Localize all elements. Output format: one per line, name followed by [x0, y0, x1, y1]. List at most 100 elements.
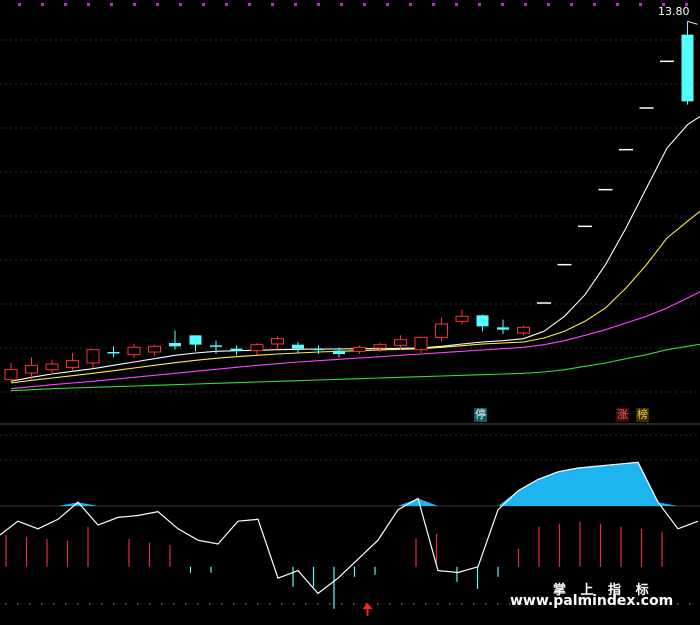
baseline-dot: [557, 603, 559, 605]
baseline-dot: [677, 603, 679, 605]
baseline-dot: [257, 603, 259, 605]
baseline-dot: [425, 603, 427, 605]
indicator-line: [0, 461, 699, 595]
baseline-dot: [485, 603, 487, 605]
candle-body: [66, 360, 79, 368]
watermark-url: www.palmindex.com: [510, 593, 674, 609]
top-marker: [478, 3, 481, 6]
baseline-dot: [461, 603, 463, 605]
candle-body: [537, 302, 551, 304]
baseline-dot: [317, 603, 319, 605]
top-marker: [685, 3, 688, 6]
baseline-dot: [209, 603, 211, 605]
top-marker: [133, 3, 136, 6]
top-marker: [64, 3, 67, 6]
candle-body: [312, 348, 325, 351]
baseline-dot: [449, 603, 451, 605]
top-marker: [248, 3, 251, 6]
top-marker: [18, 3, 21, 6]
candle-body: [271, 338, 284, 345]
baseline-dot: [629, 603, 631, 605]
candle-body: [598, 188, 613, 191]
list-badge: 榜: [636, 408, 649, 422]
top-marker: [593, 3, 596, 6]
baseline-dot: [413, 603, 415, 605]
candle-body: [497, 327, 509, 330]
max-price-label: 13.80: [658, 5, 690, 18]
top-marker: [616, 3, 619, 6]
candle-body: [660, 60, 674, 63]
candle-body: [25, 364, 38, 374]
candle-body: [86, 349, 100, 364]
candle-body: [292, 344, 304, 349]
candle-body: [353, 346, 366, 352]
candle-body: [394, 339, 407, 346]
watermark-title: 掌 上 指 标: [553, 583, 654, 598]
baseline-dot: [545, 603, 547, 605]
baseline-dot: [137, 603, 139, 605]
candle-body: [4, 369, 18, 381]
baseline-dot: [113, 603, 115, 605]
indicator-fill: [0, 462, 700, 506]
moving-average-line: [10, 210, 700, 384]
candle-body: [169, 343, 181, 347]
baseline-dot: [473, 603, 475, 605]
candle-body: [435, 323, 448, 338]
top-marker: [41, 3, 44, 6]
baseline-dot: [281, 603, 283, 605]
candle-body: [681, 34, 694, 102]
baseline-dot: [377, 603, 379, 605]
rise-badge: 涨: [616, 408, 629, 422]
top-marker: [524, 3, 527, 6]
candle-body: [148, 345, 161, 353]
candle-body: [476, 315, 489, 327]
baseline-dot: [497, 603, 499, 605]
moving-average-line: [10, 291, 700, 390]
baseline-dot: [641, 603, 643, 605]
candle-body: [373, 344, 387, 349]
top-marker: [547, 3, 550, 6]
candle-body: [455, 315, 469, 322]
candle-body: [639, 107, 654, 109]
baseline-dot: [689, 603, 691, 605]
baseline-dot: [353, 603, 355, 605]
candle-body: [127, 346, 141, 356]
top-marker: [432, 3, 435, 6]
candle-body: [107, 352, 120, 354]
baseline-dot: [569, 603, 571, 605]
baseline-dot: [173, 603, 175, 605]
baseline-dot: [521, 603, 523, 605]
baseline-dot: [101, 603, 103, 605]
top-marker: [294, 3, 297, 6]
candle-body: [250, 344, 264, 352]
baseline-dot: [293, 603, 295, 605]
top-marker: [317, 3, 320, 6]
baseline-dot: [593, 603, 595, 605]
baseline-dot: [533, 603, 535, 605]
candle-body: [578, 225, 592, 228]
top-marker: [179, 3, 182, 6]
moving-average-line: [10, 343, 700, 392]
baseline-dot: [53, 603, 55, 605]
candle-body: [619, 148, 633, 151]
moving-average-line: [10, 115, 700, 382]
candle-body: [557, 263, 572, 266]
baseline-dot: [77, 603, 79, 605]
baseline-dot: [329, 603, 331, 605]
top-marker: [501, 3, 504, 6]
top-marker: [409, 3, 412, 6]
baseline-dot: [617, 603, 619, 605]
top-marker: [87, 3, 90, 6]
baseline-dot: [653, 603, 655, 605]
baseline-dot: [581, 603, 583, 605]
candle-body: [230, 348, 243, 351]
baseline-dot: [269, 603, 271, 605]
top-marker: [340, 3, 343, 6]
baseline-dot: [29, 603, 31, 605]
baseline-dot: [605, 603, 607, 605]
baseline-dot: [665, 603, 667, 605]
max-price-pointer: [687, 20, 698, 25]
baseline-dot: [41, 603, 43, 605]
baseline-dot: [17, 603, 19, 605]
